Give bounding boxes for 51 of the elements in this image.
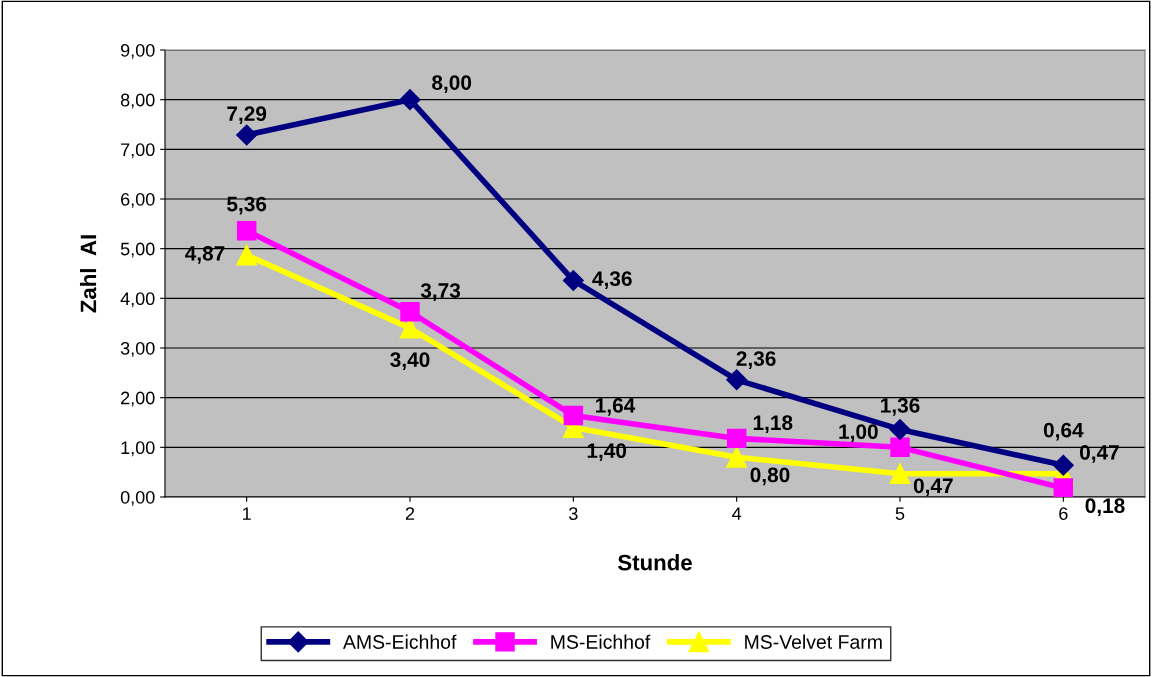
data-label: 0,18: [1085, 498, 1125, 517]
x-tick-label: 1: [243, 507, 251, 520]
point: [889, 418, 911, 440]
x-tick-label: 6: [1059, 507, 1068, 520]
y-tick-label: 1,00: [121, 441, 155, 457]
x-tick-label: 5: [895, 507, 905, 520]
y-tick-label: 4,00: [120, 292, 155, 308]
y-tick-label: 5,00: [120, 242, 155, 258]
point: [889, 463, 911, 485]
y-tick-label: 6,00: [121, 192, 155, 208]
y-tick-label: 2,00: [121, 391, 155, 407]
data-label: 4,36: [592, 271, 632, 290]
data-label: 2,36: [736, 351, 776, 369]
legend-label: AMS-Eichhof: [342, 634, 457, 649]
data-label: 0,64: [1043, 422, 1084, 441]
data-label: 0,80: [750, 467, 790, 486]
point: [236, 221, 257, 241]
legend-label: MS-Eichhof: [551, 634, 651, 649]
point: [890, 437, 910, 458]
data-label: 8,00: [432, 75, 472, 93]
point: [726, 428, 747, 449]
y-tick-label: 9,00: [120, 43, 155, 59]
data-label: 1,00: [839, 424, 878, 443]
point: [1053, 478, 1074, 497]
x-tick-label: 3: [569, 507, 578, 520]
data-label: 3,40: [390, 352, 430, 371]
point: [562, 269, 584, 291]
y-tick-label: 3,00: [120, 341, 155, 357]
point: [563, 405, 584, 426]
x-tick-label: 2: [405, 507, 415, 520]
y-tick-label: 8,00: [120, 93, 155, 109]
point: [726, 369, 748, 391]
data-label: 7,29: [227, 106, 267, 125]
y-tick-label: 0,00: [120, 490, 155, 506]
data-label: 1,36: [881, 398, 920, 416]
data-label: 5,36: [227, 196, 267, 215]
point: [236, 244, 258, 266]
legend-label: MS-Velvet Farm: [745, 634, 882, 649]
x-tick-label: 4: [732, 507, 742, 520]
x-axis-title: Stunde: [617, 554, 692, 571]
point: [726, 446, 748, 468]
point: [1052, 454, 1074, 476]
y-axis-title: Zahl AI: [79, 235, 97, 313]
point: [399, 89, 421, 111]
point: [236, 124, 258, 146]
data-label: 0,47: [913, 478, 953, 497]
point: [400, 302, 420, 322]
data-label: 1,18: [753, 415, 793, 434]
y-tick-label: 7,00: [121, 143, 155, 159]
data-label: 3,73: [420, 283, 461, 301]
data-label: 1,64: [596, 398, 636, 416]
